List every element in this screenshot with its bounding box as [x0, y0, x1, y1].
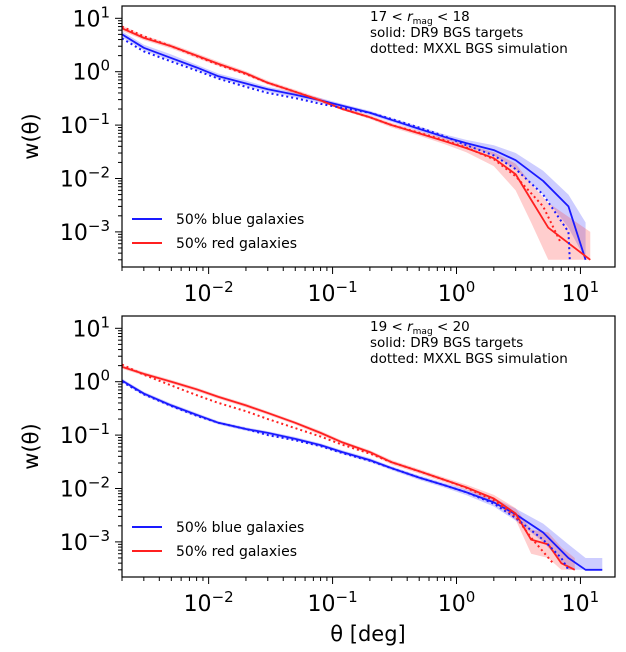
bottom-y-tick-label: 10−2	[60, 473, 110, 502]
top-red-targets-solid-line	[122, 27, 591, 261]
top-blue-targets-solid-line	[122, 33, 587, 261]
top-note-dotted: dotted: MXXL BGS simulation	[370, 41, 568, 57]
top-y-tick-label: 101	[72, 3, 110, 32]
bottom-blue-simulation-dotted-line	[122, 380, 570, 571]
bottom-y-tick-label: 10−3	[60, 527, 110, 556]
top-note-solid: solid: DR9 BGS targets	[370, 25, 523, 41]
top-x-tick-label: 10−2	[184, 278, 234, 307]
bottom-y-tick-label: 100	[72, 367, 110, 396]
bottom-y-axis-label: w(θ)	[19, 423, 43, 469]
top-y-tick-label: 100	[72, 57, 110, 86]
top-panel: 10−2 10−1 100 101 10−3 10−2 10−1 100 101 w(θ) 17…	[19, 3, 616, 307]
bottom-x-tick-label: 100	[438, 588, 476, 617]
bottom-y-tick-label: 10−1	[60, 420, 110, 449]
bottom-x-tick-label: 101	[562, 588, 600, 617]
top-y-axis-label: w(θ)	[19, 113, 43, 159]
top-y-tick-label: 10−2	[60, 163, 110, 192]
top-x-tick-label: 100	[438, 278, 476, 307]
top-legend: 50% blue galaxies 50% red galaxies	[132, 212, 304, 252]
bottom-x-tick-label: 10−2	[184, 588, 234, 617]
top-legend-red-label: 50% red galaxies	[176, 236, 297, 252]
top-red-error-band	[122, 25, 591, 260]
top-legend-blue-label: 50% blue galaxies	[176, 212, 304, 228]
top-red-simulation-dotted-line	[122, 25, 563, 245]
bottom-blue-error-band	[122, 378, 603, 570]
top-magnitude-range: 17 < rmag < 18	[370, 9, 470, 27]
top-blue-simulation-dotted-line	[122, 37, 571, 260]
bottom-legend-blue-label: 50% blue galaxies	[176, 520, 304, 536]
bottom-note-solid: solid: DR9 BGS targets	[370, 335, 523, 351]
bottom-panel: 10−2 10−1 100 101 10−3 10−2 10−1 100 101 w(θ) θ …	[19, 313, 616, 646]
bottom-y-tick-label: 101	[72, 313, 110, 342]
bottom-magnitude-range: 19 < rmag < 20	[370, 319, 470, 337]
bottom-legend-red-label: 50% red galaxies	[176, 544, 297, 560]
bottom-red-error-band	[122, 364, 575, 570]
top-x-tick-label: 10−1	[308, 278, 358, 307]
bottom-note-dotted: dotted: MXXL BGS simulation	[370, 351, 568, 367]
bottom-x-axis-label: θ [deg]	[330, 622, 406, 646]
bottom-x-tick-label: 10−1	[308, 588, 358, 617]
top-y-tick-label: 10−3	[60, 217, 110, 246]
bottom-red-targets-solid-line	[122, 365, 576, 571]
bottom-red-simulation-dotted-line	[122, 363, 554, 564]
top-blue-error-band	[122, 31, 586, 260]
top-x-tick-label: 101	[562, 278, 600, 307]
top-y-tick-label: 10−1	[60, 110, 110, 139]
bottom-legend: 50% blue galaxies 50% red galaxies	[132, 520, 304, 560]
